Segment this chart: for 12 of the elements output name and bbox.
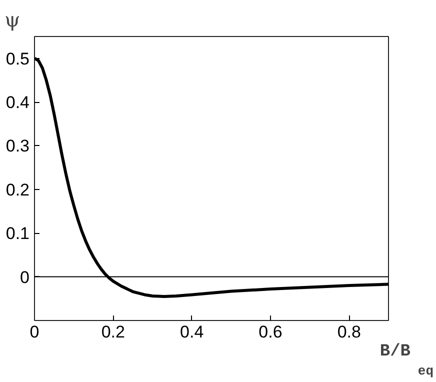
y-tick-label: 0.3 — [6, 136, 30, 156]
y-tick-label: 0.4 — [6, 93, 30, 112]
x-tick-label: 0.4 — [180, 322, 204, 342]
y-axis-title: ψ — [4, 8, 20, 32]
y-tick-label: 0.2 — [6, 180, 30, 200]
y-tick-label: 0 — [20, 268, 30, 287]
x-tick-label: 0.8 — [337, 322, 361, 342]
y-tick-label: 0.5 — [6, 49, 30, 68]
x-tick-label: 0.2 — [101, 322, 125, 342]
x-tick-label: 0.6 — [258, 322, 282, 342]
x-axis-title: B/Beq — [380, 342, 434, 378]
y-tick-label: 0.1 — [6, 224, 30, 244]
